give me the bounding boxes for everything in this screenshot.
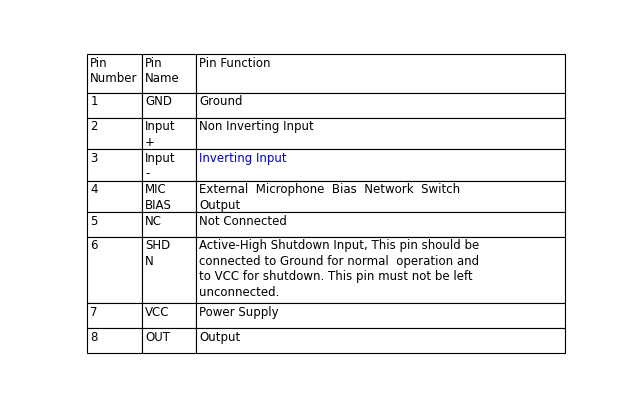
Text: Not Connected: Not Connected	[199, 215, 287, 228]
Text: External  Microphone  Bias  Network  Switch
Output: External Microphone Bias Network Switch …	[199, 183, 460, 212]
Bar	[87, 304, 142, 328]
Bar	[87, 93, 142, 118]
Text: Power Supply: Power Supply	[199, 306, 279, 319]
Text: GND: GND	[145, 95, 172, 109]
Bar	[87, 150, 142, 181]
Text: Inverting Input: Inverting Input	[199, 152, 287, 165]
Text: 6: 6	[90, 239, 98, 253]
Text: 8: 8	[90, 330, 98, 344]
Bar	[196, 237, 565, 304]
Bar	[142, 328, 196, 353]
Text: OUT: OUT	[145, 330, 170, 344]
Bar	[87, 54, 142, 93]
Bar	[142, 54, 196, 93]
Text: MIC
BIAS: MIC BIAS	[145, 183, 172, 212]
Text: Pin Function: Pin Function	[199, 57, 271, 70]
Text: 5: 5	[90, 215, 98, 228]
Text: Input
+: Input +	[145, 120, 176, 149]
Bar	[87, 118, 142, 150]
Bar	[196, 54, 565, 93]
Text: 4: 4	[90, 183, 98, 196]
Bar	[196, 150, 565, 181]
Text: 7: 7	[90, 306, 98, 319]
Bar	[87, 181, 142, 213]
Text: 2: 2	[90, 120, 98, 133]
Bar	[196, 181, 565, 213]
Text: VCC: VCC	[145, 306, 170, 319]
Bar	[142, 118, 196, 150]
Text: Output: Output	[199, 330, 240, 344]
Bar	[196, 304, 565, 328]
Bar	[142, 181, 196, 213]
Text: Input
-: Input -	[145, 152, 176, 180]
Bar	[142, 237, 196, 304]
Bar	[196, 328, 565, 353]
Bar	[142, 304, 196, 328]
Text: Pin
Number: Pin Number	[90, 57, 138, 85]
Text: Pin
Name: Pin Name	[145, 57, 180, 85]
Text: NC: NC	[145, 215, 162, 228]
Text: 3: 3	[90, 152, 98, 165]
Text: Ground: Ground	[199, 95, 243, 109]
Bar	[142, 150, 196, 181]
Bar	[196, 118, 565, 150]
Bar	[87, 328, 142, 353]
Bar	[87, 237, 142, 304]
Text: Non Inverting Input: Non Inverting Input	[199, 120, 314, 133]
Bar	[142, 213, 196, 237]
Bar	[196, 93, 565, 118]
Bar	[142, 93, 196, 118]
Bar	[87, 213, 142, 237]
Bar	[196, 213, 565, 237]
Text: Active-High Shutdown Input, This pin should be
connected to Ground for normal  o: Active-High Shutdown Input, This pin sho…	[199, 239, 480, 299]
Text: 1: 1	[90, 95, 98, 109]
Text: SHD
N: SHD N	[145, 239, 170, 268]
